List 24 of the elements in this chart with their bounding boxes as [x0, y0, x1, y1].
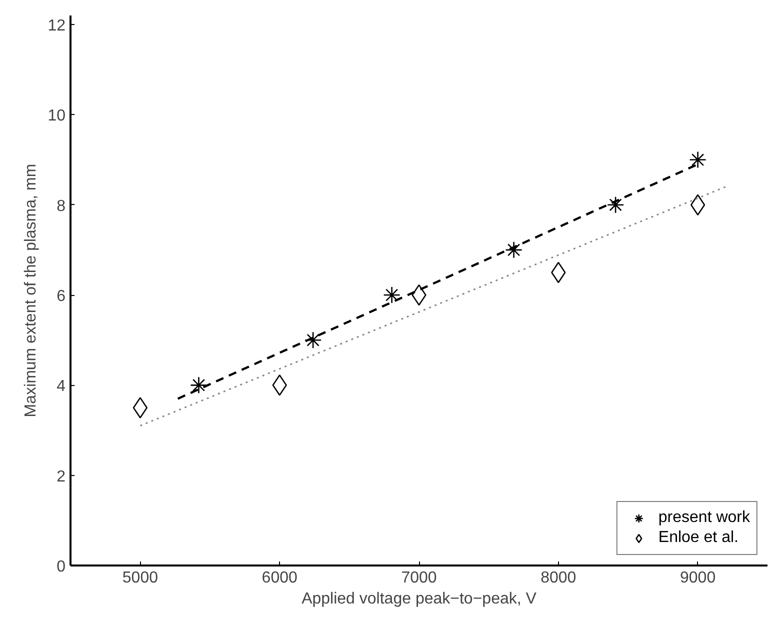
- x-tick-label: 9000: [680, 570, 716, 586]
- x-tick-label: 7000: [401, 570, 437, 586]
- y-tick-label: 2: [56, 468, 66, 486]
- x-tick-label: 6000: [262, 570, 298, 586]
- y-axis-title: Maximum extent of the plasma, mm: [22, 164, 40, 418]
- point: [606, 196, 624, 214]
- x-axis-title: Applied voltage peak−to−peak, V: [302, 590, 537, 608]
- legend-label: present work: [658, 509, 750, 527]
- point: [132, 397, 148, 418]
- point: [190, 376, 208, 394]
- y-tick-label: 12: [48, 18, 66, 35]
- y-tick-label: 4: [56, 378, 66, 396]
- y-tick-label: 8: [56, 198, 66, 215]
- point: [383, 286, 400, 304]
- x-tick-label: 8000: [540, 570, 576, 586]
- point: [689, 151, 706, 168]
- point: [505, 241, 522, 259]
- legend-label: Enloe et al.: [658, 529, 738, 547]
- point: [304, 331, 322, 349]
- y-tick-label: 0: [56, 558, 66, 576]
- y-tick-label: 6: [56, 288, 66, 306]
- x-tick-label: 5000: [122, 570, 158, 586]
- point: [690, 194, 706, 216]
- y-tick-label: 10: [48, 108, 66, 125]
